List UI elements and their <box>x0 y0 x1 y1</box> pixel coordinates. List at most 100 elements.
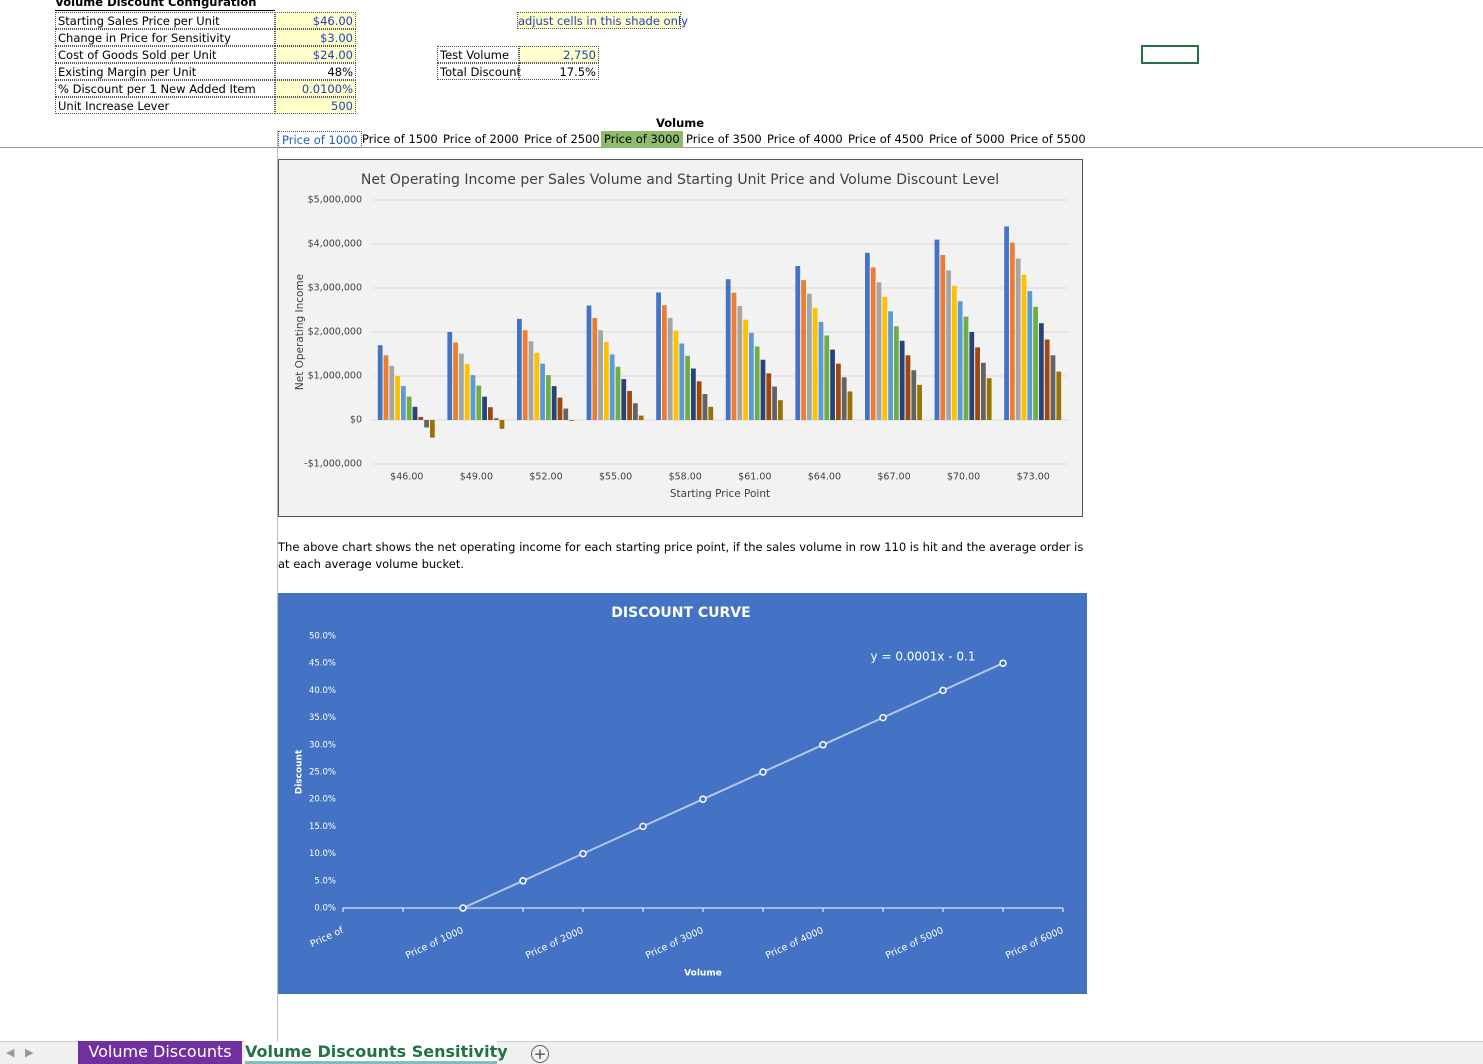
bar <box>737 306 743 420</box>
volume-button[interactable]: Price of 4500 <box>848 132 924 146</box>
add-sheet[interactable]: + <box>531 1045 549 1063</box>
volume-button[interactable]: Price of 5500 <box>1010 132 1086 146</box>
x-tick-label: $52.00 <box>529 472 562 483</box>
bar <box>662 305 667 420</box>
bar <box>430 420 435 438</box>
bar <box>395 376 400 420</box>
trendline-label: y = 0.0001x - 0.1 <box>871 650 976 664</box>
point <box>519 877 527 885</box>
bar <box>633 403 638 420</box>
y-axis-title: Net Operating Income <box>294 274 306 390</box>
bar <box>418 416 424 420</box>
bar <box>888 311 893 420</box>
x-tick-label: $64.00 <box>808 472 841 483</box>
point <box>459 904 467 912</box>
bar <box>772 386 777 420</box>
y-tick-label: $1,000,000 <box>308 371 362 382</box>
selected-cell[interactable] <box>1141 45 1199 64</box>
volume-button[interactable]: Price of 3000 <box>601 131 683 148</box>
bar <box>1021 274 1027 420</box>
bar <box>517 318 522 420</box>
y-tick-label: 45.0% <box>309 659 336 669</box>
volume-button[interactable]: Price of 5000 <box>929 132 1005 146</box>
bar <box>1015 258 1021 420</box>
bar <box>778 400 783 420</box>
bar <box>453 342 458 420</box>
bar <box>383 355 389 420</box>
bar <box>656 292 661 420</box>
config-value[interactable]: $46.00 <box>275 12 356 29</box>
bar <box>894 326 899 420</box>
bar <box>412 406 418 420</box>
bar <box>493 418 499 420</box>
point <box>879 713 887 722</box>
volume-button[interactable]: Price of 2000 <box>443 132 519 146</box>
bar <box>401 386 406 420</box>
x-tick-label: $49.00 <box>460 472 493 483</box>
bar <box>702 394 708 420</box>
config-value[interactable]: $24.00 <box>275 46 356 63</box>
x-tick-label: $55.00 <box>599 472 632 483</box>
bar <box>870 267 876 420</box>
bar <box>754 346 760 420</box>
config-title: Volume Discount Configuration <box>55 0 275 11</box>
x-tick-label: $67.00 <box>877 472 910 483</box>
x-tick-label: $46.00 <box>390 472 423 483</box>
hint: adjust cells in this shade only <box>517 12 688 29</box>
bar <box>546 375 551 420</box>
volume-button[interactable]: Price of 2500 <box>524 132 600 146</box>
bar <box>551 386 557 420</box>
y-tick-label: 0.0% <box>314 904 336 914</box>
bar <box>876 282 882 420</box>
bar <box>499 420 505 429</box>
bar <box>488 407 493 420</box>
config-value[interactable]: 0.0100% <box>275 80 356 97</box>
config-label: Cost of Goods Sold per Unit <box>55 46 275 63</box>
bar <box>522 330 528 420</box>
bar <box>882 296 888 420</box>
x-tick-label: $73.00 <box>1017 472 1050 483</box>
sheet-tab-active[interactable]: Volume Discounts Sensitivity <box>245 1041 508 1064</box>
scroll-arrows[interactable]: ◀ ▶ <box>6 1046 34 1059</box>
bar <box>685 355 690 420</box>
volume-button[interactable]: Price of 3500 <box>686 132 762 146</box>
test-value[interactable]: 2,750 <box>519 46 599 63</box>
point <box>579 849 587 858</box>
sheet-tab[interactable]: Volume Discounts <box>78 1041 242 1064</box>
bar <box>934 239 940 420</box>
y-tick-label: 10.0% <box>309 849 336 859</box>
volume-label: Volume <box>655 116 705 130</box>
bar <box>482 396 487 420</box>
bar <box>621 379 627 420</box>
config-label: % Discount per 1 New Added Item <box>55 80 275 97</box>
volume-button[interactable]: Price of 4000 <box>767 132 843 146</box>
bar <box>946 270 951 420</box>
bar <box>464 364 470 420</box>
bar <box>1056 371 1062 420</box>
config-value[interactable]: 48% <box>275 63 356 80</box>
bar <box>696 381 702 420</box>
column-border <box>277 130 278 1042</box>
bar <box>963 316 969 420</box>
test-label: Test Volume <box>437 46 519 63</box>
bar <box>598 330 603 420</box>
config-value[interactable]: $3.00 <box>275 29 356 46</box>
volume-button[interactable]: Price of 1500 <box>362 132 438 146</box>
divider <box>0 147 1483 148</box>
bar <box>760 359 766 420</box>
bar <box>609 354 615 420</box>
bar <box>627 390 632 420</box>
bar <box>638 415 644 420</box>
x-axis-title: Starting Price Point <box>670 488 770 500</box>
y-axis-title: Discount <box>295 749 305 794</box>
bar <box>969 332 975 420</box>
bar <box>557 397 563 420</box>
volume-button[interactable]: Price of 1000 <box>278 131 362 148</box>
bar <box>865 252 870 420</box>
bar <box>1004 226 1009 420</box>
y-tick-label: 40.0% <box>309 686 336 696</box>
bar <box>824 335 830 420</box>
bar <box>911 370 917 420</box>
config-value[interactable]: 500 <box>275 97 356 114</box>
bar <box>470 375 476 420</box>
